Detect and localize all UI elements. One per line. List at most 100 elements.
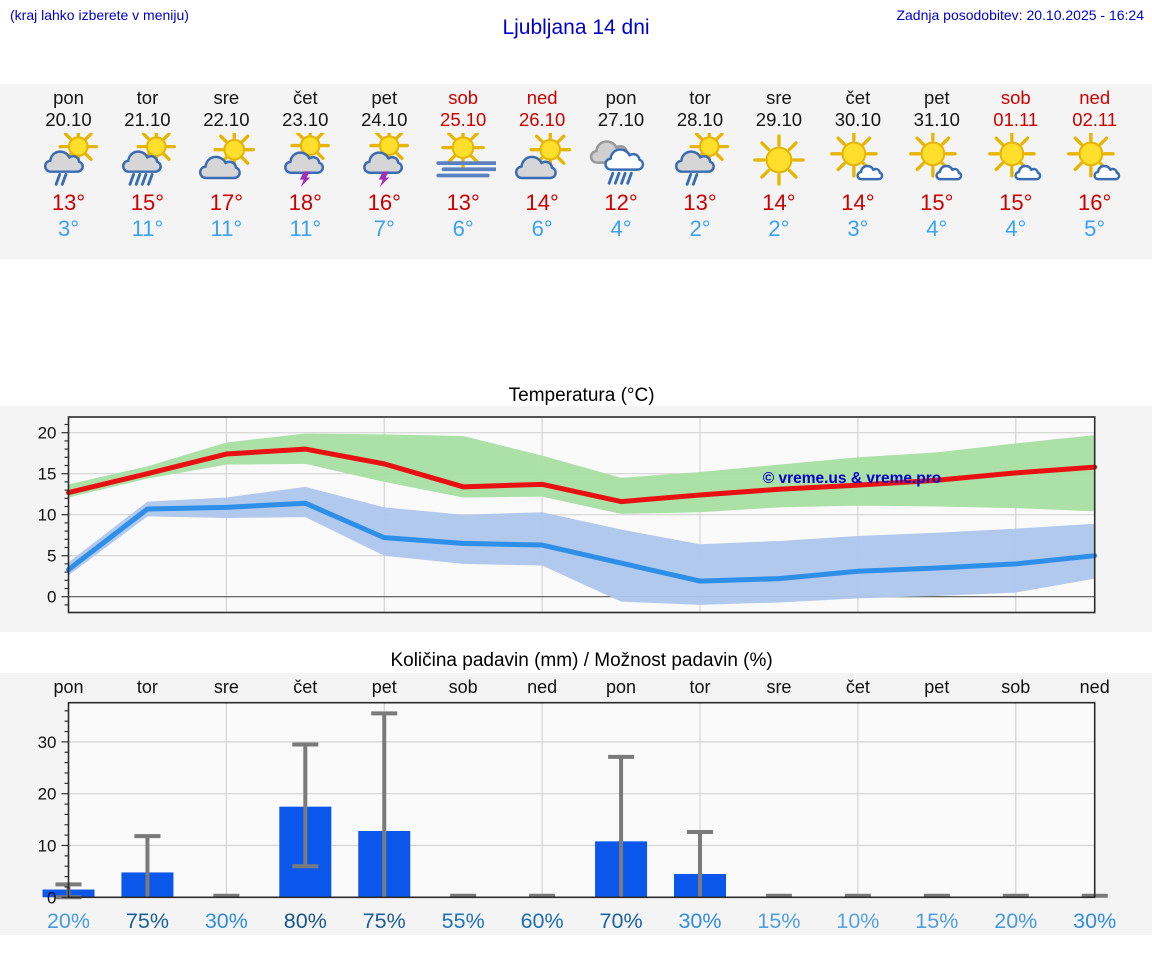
day-axis-label: tor bbox=[137, 677, 158, 697]
weather-icon-box bbox=[186, 128, 266, 189]
sun-cloud-rain-icon bbox=[674, 126, 730, 186]
y-tick-label: 20 bbox=[38, 424, 57, 443]
temperature-chart: 0 5 10 15 20 Temperatura (°C) © vreme.us & vre… bbox=[0, 385, 1152, 632]
day-name: sob bbox=[448, 87, 479, 108]
sun-icon bbox=[753, 134, 805, 186]
y-tick-label: 15 bbox=[38, 465, 57, 484]
sun-cloud-rain-icon bbox=[43, 126, 98, 186]
sun-ray bbox=[915, 161, 925, 172]
forecast-day: čet 30.10 14° 3° bbox=[818, 84, 898, 242]
sun-ray bbox=[557, 156, 566, 165]
forecast-day: pet 31.10 15° 4° bbox=[897, 84, 977, 242]
sun-ray bbox=[1073, 136, 1083, 146]
sun-disc bbox=[300, 135, 321, 156]
max-temperature: 17° bbox=[209, 190, 244, 215]
day-name: ned bbox=[1079, 87, 1111, 108]
day-axis-label: pon bbox=[606, 677, 636, 697]
sun-disc bbox=[539, 138, 562, 161]
cloud-shape bbox=[199, 155, 242, 180]
min-temperature: 3° bbox=[57, 216, 80, 241]
day-name: sre bbox=[213, 87, 240, 108]
weather-icon-box bbox=[976, 130, 1056, 189]
sun-small-cloud-icon bbox=[908, 130, 963, 181]
day-date: 26.10 bbox=[518, 109, 566, 130]
sun-ray bbox=[142, 132, 151, 141]
min-temperature: 11° bbox=[210, 216, 243, 241]
day-name: sob bbox=[1000, 87, 1031, 108]
sun-ray bbox=[715, 132, 724, 141]
min-temperature: 4° bbox=[610, 216, 632, 241]
day-date: 29.10 bbox=[755, 109, 803, 130]
day-axis-label: pon bbox=[53, 677, 83, 697]
day-date: 28.10 bbox=[676, 109, 724, 130]
day-date: 20.10 bbox=[45, 109, 92, 130]
sun-ray bbox=[395, 131, 404, 140]
min-temperature: 3° bbox=[847, 216, 869, 241]
sun-ray bbox=[219, 134, 228, 144]
sun-ray bbox=[316, 151, 325, 161]
precipitation-chart: 0 10 20 30 pon tor sre čet pet sob ned pon tor sre čet… bbox=[0, 650, 1152, 935]
sun-shape bbox=[529, 128, 572, 171]
sun-cloud-storm-icon bbox=[284, 125, 331, 187]
max-temperature: 13° bbox=[51, 190, 86, 215]
sun-small-cloud-icon bbox=[829, 130, 884, 181]
forecast-day: ned 26.10 14° 6° bbox=[502, 84, 582, 242]
max-temperature: 16° bbox=[367, 190, 401, 215]
y-tick-label: 0 bbox=[47, 588, 56, 607]
sun-ray bbox=[760, 168, 771, 179]
day-date: 24.10 bbox=[361, 109, 408, 130]
cloud-shape bbox=[1014, 164, 1042, 181]
sun-ray bbox=[84, 132, 93, 141]
forecast-day: čet 23.10 18° 11° bbox=[265, 84, 345, 242]
precip-probability-label: 80% bbox=[284, 909, 327, 933]
cloud-shape bbox=[43, 150, 84, 173]
precip-probability-label: 15% bbox=[757, 909, 800, 933]
min-temperature: 5° bbox=[1084, 216, 1106, 241]
y-tick-label: 10 bbox=[38, 506, 57, 525]
day-name: sre bbox=[766, 87, 792, 108]
day-name: tor bbox=[689, 87, 711, 108]
day-name: pet bbox=[923, 87, 950, 108]
weather-icon-box bbox=[344, 125, 424, 189]
sun-ray bbox=[63, 132, 72, 141]
sun-ray bbox=[836, 161, 846, 172]
sun-ray bbox=[994, 161, 1004, 172]
precip-probability-label: 60% bbox=[521, 909, 564, 933]
cloud-shape bbox=[674, 150, 715, 173]
sun-ray bbox=[994, 136, 1004, 146]
sun-ray bbox=[447, 131, 457, 141]
precip-probability-label: 30% bbox=[1073, 909, 1116, 933]
sun-ray bbox=[374, 131, 384, 140]
cloud-shape bbox=[604, 148, 645, 171]
sun-ray bbox=[316, 131, 325, 140]
day-axis-label: sob bbox=[1001, 677, 1030, 697]
precipitation-chart-title: Količina padavin (mm) / Možnost padavin … bbox=[390, 650, 772, 671]
sun-ray bbox=[1019, 136, 1029, 146]
precip-probability-label: 30% bbox=[205, 909, 248, 933]
max-temperature: 14° bbox=[762, 190, 796, 215]
forecast-day: ned 02.11 16° 5° bbox=[1055, 84, 1135, 242]
rain-drop bbox=[607, 171, 615, 185]
min-temperature: 6° bbox=[452, 216, 474, 241]
sun-ray bbox=[694, 132, 704, 141]
cloud-rain-icon bbox=[589, 140, 645, 185]
precip-probability-label: 75% bbox=[126, 909, 169, 933]
weather-icon-box bbox=[660, 126, 740, 189]
forecast-day: sob 01.11 15° 4° bbox=[976, 84, 1056, 242]
forecast-day: pon 20.10 13° 3° bbox=[29, 84, 109, 242]
sun-small-cloud-icon bbox=[1066, 130, 1120, 181]
sun-ray bbox=[940, 136, 950, 146]
sun-ray bbox=[861, 136, 872, 146]
sun-ray bbox=[915, 136, 925, 146]
min-temp-line bbox=[66, 500, 1098, 584]
sun-ray bbox=[470, 154, 480, 164]
day-name: pon bbox=[605, 87, 637, 108]
sun-ray bbox=[787, 168, 798, 179]
day-date: 23.10 bbox=[282, 109, 329, 130]
sun-ray bbox=[535, 134, 544, 144]
max-temperature: 15° bbox=[130, 190, 165, 215]
sun-cloud-icon bbox=[515, 128, 572, 180]
precip-probability-label: 10% bbox=[836, 909, 879, 933]
lightning-bolt bbox=[379, 171, 390, 187]
